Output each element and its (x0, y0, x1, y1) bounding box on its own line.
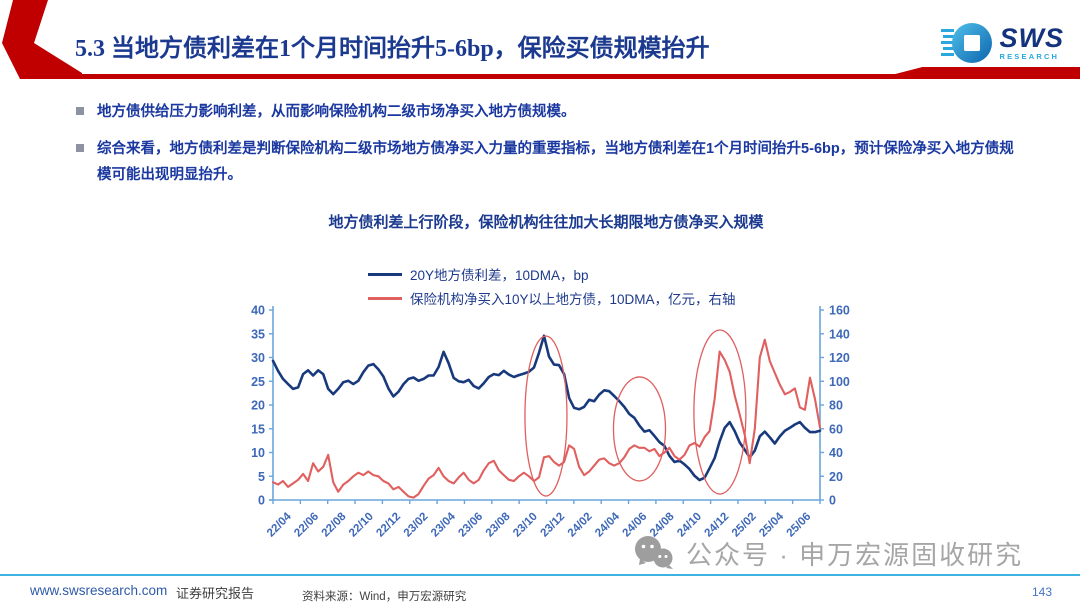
legend-item: 20Y地方债利差，10DMA，bp (368, 262, 736, 286)
footer-source: 资料来源：Wind，申万宏源研究 (302, 591, 467, 603)
sws-logo: SWS RESEARCH (941, 20, 1064, 66)
legend-line-swatch (368, 296, 402, 300)
chart-legend: 20Y地方债利差，10DMA，bp 保险机构净买入10Y以上地方债，10DMA，… (368, 262, 736, 310)
page-title: 5.3 当地方债利差在1个月时间抬升5-6bp，保险买债规模抬升 (75, 36, 710, 62)
series-line-1 (271, 338, 822, 499)
watermark: 公众号 · 申万宏源固收研究 (632, 534, 1023, 572)
bullet-text: 综合来看，地方债利差是判断保险机构二级市场地方债净买入力量的重要指标，当地方债利… (97, 141, 1014, 183)
y-tick-label: 20 (829, 470, 843, 484)
x-tick-label: 23/04 (429, 510, 458, 539)
y-tick-label: 60 (829, 422, 843, 436)
series-line-0 (271, 334, 822, 482)
y-tick-label: 30 (251, 351, 265, 365)
y-tick-label: 120 (829, 351, 850, 365)
watermark-text: 公众号 · 申万宏源固收研究 (686, 539, 1024, 570)
bullet-marker-icon (76, 144, 84, 153)
y-tick-label: 100 (829, 375, 850, 389)
chart-title: 地方债利差上行阶段，保险机构往往加大长期限地方债净买入规模 (328, 214, 764, 231)
highlight-ellipse (612, 376, 667, 482)
sws-logo-subtext: RESEARCH (999, 52, 1060, 62)
y-tick-label: 0 (829, 494, 836, 508)
bullet-marker-icon (76, 107, 84, 115)
page-number: 143 (1031, 585, 1052, 599)
footer-site-link: www.swsresearch.com (30, 583, 168, 598)
bullet-list: 地方债供给压力影响利差，从而影响保险机构二级市场净买入地方债规模。 综合来看，地… (76, 100, 1016, 200)
y-tick-label: 25 (251, 375, 265, 389)
y-tick-label: 0 (258, 494, 265, 508)
footer-divider (0, 574, 1080, 576)
y-tick-label: 15 (251, 422, 265, 436)
wechat-icon (635, 536, 673, 569)
header-chevron-icon (2, 0, 82, 79)
y-tick-label: 5 (258, 470, 265, 484)
y-tick-label: 80 (829, 399, 843, 413)
y-tick-label: 140 (829, 327, 850, 341)
legend-label: 20Y地方债利差，10DMA，bp (410, 268, 589, 283)
y-tick-label: 40 (251, 304, 265, 318)
bullet-item: 地方债供给压力影响利差，从而影响保险机构二级市场净买入地方债规模。 (76, 100, 1016, 125)
line-chart: 0 5 10 15 20 25 30 35 40 0 20 40 60 80 100 120 140 160 22/… (251, 304, 850, 540)
x-tick-label: 22/12 (374, 511, 403, 540)
bullet-text: 地方债供给压力影响利差，从而影响保险机构二级市场净买入地方债规模。 (97, 104, 576, 120)
x-tick-label: 23/12 (538, 511, 567, 540)
x-tick-label: 24/02 (566, 511, 595, 540)
y-tick-label: 10 (251, 446, 265, 460)
bullet-item: 综合来看，地方债利差是判断保险机构二级市场地方债净买入力量的重要指标，当地方债利… (76, 137, 1016, 188)
legend-item: 保险机构净买入10Y以上地方债，10DMA，亿元，右轴 (368, 286, 736, 310)
x-tick-label: 24/04 (593, 510, 622, 539)
y-tick-label: 35 (251, 327, 265, 341)
x-tick-label: 23/06 (456, 511, 485, 540)
highlight-ellipse (524, 335, 568, 497)
legend-label: 保险机构净买入10Y以上地方债，10DMA，亿元，右轴 (410, 292, 736, 307)
sws-logo-text: SWS (999, 23, 1064, 54)
y-tick-label: 20 (251, 399, 265, 413)
x-tick-label: 23/02 (402, 511, 431, 540)
header-rule (20, 74, 1080, 79)
x-tick-label: 22/06 (292, 511, 321, 540)
y-tick-label: 160 (829, 304, 850, 318)
footer-report-type: 证券研究报告 (176, 586, 255, 601)
sws-logo-globe-icon (941, 23, 993, 63)
highlight-ellipse (693, 329, 747, 495)
y-tick-label: 40 (829, 446, 843, 460)
x-tick-label: 22/04 (265, 510, 294, 539)
x-tick-label: 22/10 (347, 511, 376, 540)
x-tick-label: 23/08 (484, 510, 513, 539)
legend-line-swatch (368, 272, 402, 276)
header-rule-wedge (878, 67, 1080, 79)
x-tick-label: 22/08 (320, 510, 349, 539)
x-tick-label: 23/10 (511, 511, 540, 540)
